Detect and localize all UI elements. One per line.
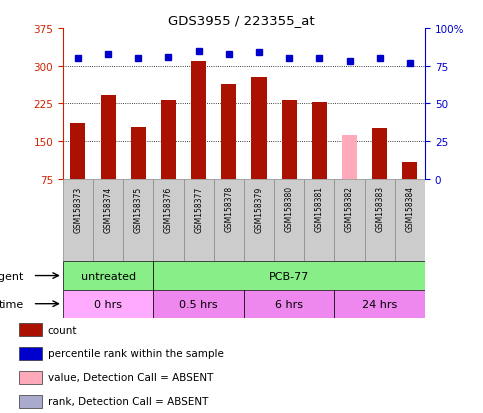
Text: untreated: untreated bbox=[81, 271, 136, 281]
Text: GSM158383: GSM158383 bbox=[375, 186, 384, 232]
Text: GDS3955 / 223355_at: GDS3955 / 223355_at bbox=[168, 14, 315, 27]
Bar bbox=[304, 179, 334, 262]
Text: 6 hrs: 6 hrs bbox=[275, 299, 303, 309]
Bar bbox=[154, 179, 184, 262]
Bar bbox=[63, 290, 154, 318]
Bar bbox=[402, 163, 417, 179]
Text: 0.5 hrs: 0.5 hrs bbox=[179, 299, 218, 309]
Bar bbox=[123, 179, 154, 262]
Text: PCB-77: PCB-77 bbox=[269, 271, 310, 281]
Text: GSM158378: GSM158378 bbox=[224, 186, 233, 232]
Text: value, Detection Call = ABSENT: value, Detection Call = ABSENT bbox=[48, 373, 213, 382]
Bar bbox=[221, 85, 236, 179]
Bar bbox=[93, 179, 123, 262]
Bar bbox=[252, 78, 267, 179]
Bar bbox=[63, 179, 93, 262]
Bar bbox=[244, 290, 334, 318]
Text: rank, Detection Call = ABSENT: rank, Detection Call = ABSENT bbox=[48, 396, 208, 406]
Bar bbox=[274, 179, 304, 262]
Bar bbox=[334, 179, 365, 262]
Bar bbox=[191, 62, 206, 179]
Bar bbox=[19, 323, 42, 337]
Bar bbox=[19, 347, 42, 360]
Bar bbox=[244, 179, 274, 262]
Text: GSM158377: GSM158377 bbox=[194, 186, 203, 232]
Text: GSM158382: GSM158382 bbox=[345, 186, 354, 232]
Bar bbox=[342, 135, 357, 179]
Bar bbox=[312, 102, 327, 179]
Bar bbox=[184, 179, 213, 262]
Bar bbox=[334, 290, 425, 318]
Text: GSM158374: GSM158374 bbox=[103, 186, 113, 232]
Bar bbox=[161, 101, 176, 179]
Bar bbox=[63, 262, 154, 290]
Text: GSM158379: GSM158379 bbox=[255, 186, 264, 232]
Text: agent: agent bbox=[0, 271, 24, 281]
Text: GSM158381: GSM158381 bbox=[315, 186, 324, 232]
Bar bbox=[213, 179, 244, 262]
Bar bbox=[372, 129, 387, 179]
Text: 24 hrs: 24 hrs bbox=[362, 299, 398, 309]
Bar bbox=[365, 179, 395, 262]
Bar bbox=[395, 179, 425, 262]
Bar bbox=[19, 371, 42, 384]
Bar bbox=[154, 290, 244, 318]
Bar bbox=[19, 394, 42, 408]
Text: GSM158376: GSM158376 bbox=[164, 186, 173, 232]
Bar bbox=[131, 128, 146, 179]
Text: GSM158375: GSM158375 bbox=[134, 186, 143, 232]
Bar bbox=[154, 262, 425, 290]
Text: 0 hrs: 0 hrs bbox=[94, 299, 122, 309]
Text: GSM158380: GSM158380 bbox=[284, 186, 294, 232]
Text: GSM158373: GSM158373 bbox=[73, 186, 83, 232]
Text: time: time bbox=[0, 299, 24, 309]
Bar bbox=[100, 95, 115, 179]
Bar bbox=[71, 124, 85, 179]
Text: count: count bbox=[48, 325, 77, 335]
Bar bbox=[282, 101, 297, 179]
Text: percentile rank within the sample: percentile rank within the sample bbox=[48, 349, 224, 358]
Text: GSM158384: GSM158384 bbox=[405, 186, 414, 232]
